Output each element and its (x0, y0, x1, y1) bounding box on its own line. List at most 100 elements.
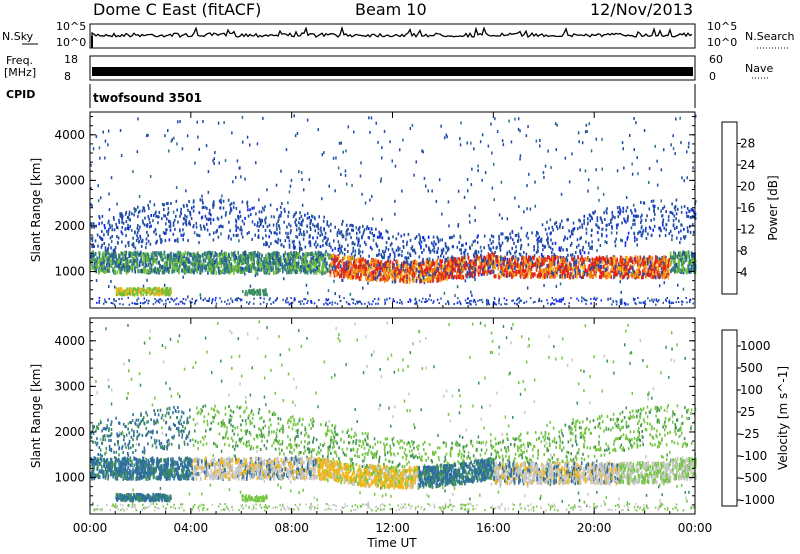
echo-cell (514, 255, 517, 259)
echo-cell (415, 271, 417, 275)
echo-cell (277, 237, 280, 241)
echo-cell (672, 224, 675, 228)
echo-cell (124, 212, 127, 216)
echo-cell (343, 270, 345, 275)
echo-cell (219, 252, 221, 257)
echo-cell (513, 241, 515, 245)
echo-cell (600, 256, 602, 261)
echo-cell (585, 257, 587, 262)
echo-cell (93, 225, 95, 229)
echo-cell (91, 244, 93, 248)
echo-cell (195, 252, 198, 257)
echo-cell (378, 230, 380, 234)
echo-cell (214, 253, 217, 257)
echo-cell (150, 255, 153, 260)
echo-cell (422, 275, 425, 280)
echo-cell (427, 189, 429, 193)
echo-cell (198, 147, 200, 151)
echo-cell (596, 219, 599, 223)
echo-cell (470, 141, 472, 145)
echo-cell (135, 254, 138, 259)
echo-cell (399, 247, 401, 251)
echo-cell (587, 217, 589, 221)
echo-cell (586, 271, 589, 276)
echo-cell (656, 255, 659, 259)
echo-cell (627, 231, 630, 235)
echo-cell (481, 266, 484, 271)
echo-cell (611, 210, 613, 214)
echo-cell (256, 253, 258, 258)
echo-cell (345, 182, 348, 186)
echo-cell (379, 232, 381, 236)
echo-cell (171, 269, 173, 274)
echo-cell (455, 259, 458, 264)
echo-cell (627, 262, 629, 267)
echo-cell (429, 261, 431, 266)
echo-cell (163, 203, 165, 207)
echo-cell (432, 248, 434, 252)
echo-cell (552, 228, 554, 232)
echo-cell (315, 267, 318, 272)
echo-cell (648, 207, 651, 211)
echo-cell (501, 232, 504, 236)
echo-cell (626, 255, 629, 260)
echo-cell (552, 258, 555, 263)
echo-cell (624, 259, 627, 263)
echo-cell (384, 249, 387, 253)
echo-cell (199, 261, 202, 266)
echo-cell (110, 176, 113, 180)
echo-cell (307, 264, 310, 269)
echo-cell (493, 297, 496, 300)
echo-cell (538, 255, 541, 260)
echo-cell (230, 263, 233, 268)
echo-cell (148, 262, 150, 267)
echo-cell (494, 117, 496, 121)
echo-cell (554, 254, 556, 258)
echo-cell (342, 150, 344, 154)
echo-cell (637, 231, 639, 235)
echo-cell (641, 232, 644, 236)
echo-cell (605, 209, 607, 213)
echo-cell (418, 255, 421, 259)
echo-cell (491, 259, 494, 263)
echo-cell (337, 228, 340, 232)
echo-cell (381, 236, 384, 240)
echo-cell (120, 154, 123, 157)
echo-cell (566, 265, 569, 270)
echo-cell (571, 274, 573, 279)
echo-cell (201, 253, 204, 258)
echo-cell (139, 260, 141, 264)
echo-cell (426, 260, 429, 265)
echo-cell (408, 267, 410, 272)
echo-cell (648, 167, 651, 171)
echo-cell (474, 278, 476, 281)
echo-cell (653, 269, 655, 274)
nave-tick-top: 60 (709, 53, 723, 66)
echo-cell (155, 258, 157, 263)
echo-cell (437, 267, 439, 272)
echo-cell (295, 228, 298, 232)
echo-cell (629, 134, 631, 137)
echo-cell (354, 253, 357, 257)
echo-cell (172, 252, 175, 257)
echo-cell (318, 268, 320, 273)
echo-cell (158, 267, 160, 272)
echo-cell (588, 264, 590, 268)
echo-cell (100, 245, 103, 249)
echo-cell (216, 216, 219, 220)
echo-cell (390, 242, 393, 246)
echo-cell (116, 263, 118, 268)
echo-cell (611, 225, 613, 229)
echo-cell (566, 258, 568, 263)
echo-cell (560, 268, 563, 273)
echo-cell (368, 227, 370, 231)
echo-cell (583, 263, 586, 267)
echo-cell (636, 270, 639, 275)
echo-cell (159, 237, 162, 241)
echo-cell (303, 188, 305, 192)
echo-cell (272, 260, 275, 265)
echo-cell (652, 199, 655, 203)
echo-cell (466, 262, 469, 267)
echo-cell (196, 258, 198, 262)
echo-cell (473, 259, 476, 264)
